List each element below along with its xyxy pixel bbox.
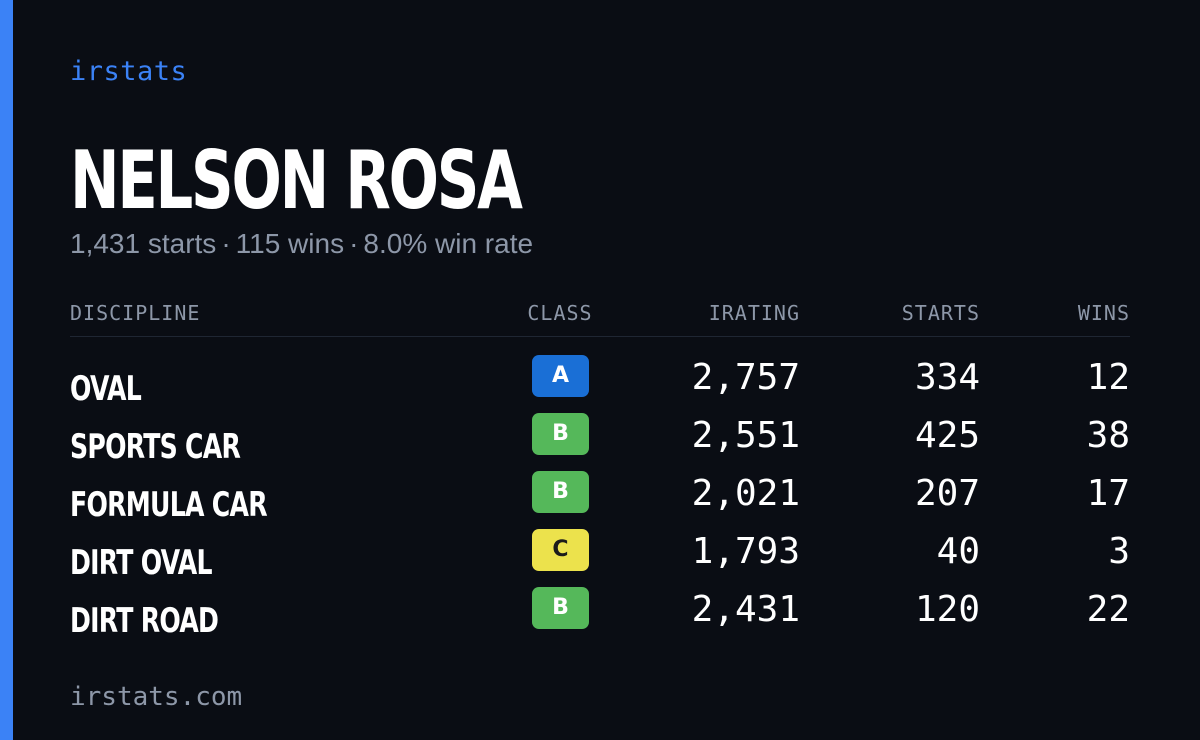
table-header: DISCIPLINE CLASS IRATING STARTS WINS <box>70 296 1130 337</box>
driver-summary: 1,431 starts · 115 wins · 8.0% win rate <box>70 226 533 262</box>
wins-summary: 115 wins <box>235 228 345 259</box>
table-body: OVAL A 2,757 334 12 SPORTS CAR B 2,551 4… <box>70 337 1130 645</box>
wins-value: 38 <box>1086 415 1130 456</box>
table-row: SPORTS CAR B 2,551 425 38 <box>70 413 1130 471</box>
win-rate-summary: 8.0% win rate <box>363 228 534 259</box>
starts-value: 207 <box>914 473 980 514</box>
starts-value: 40 <box>936 531 980 572</box>
table-row: FORMULA CAR B 2,021 207 17 <box>70 471 1130 529</box>
header-discipline: DISCIPLINE <box>70 301 201 325</box>
discipline-stats-table: DISCIPLINE CLASS IRATING STARTS WINS OVA… <box>70 296 1130 645</box>
wins-value: 12 <box>1086 357 1130 398</box>
license-class-badge: A <box>532 355 589 397</box>
driver-name: NELSON ROSA <box>70 134 523 227</box>
starts-value: 334 <box>914 357 980 398</box>
starts-value: 425 <box>914 415 980 456</box>
wins-value: 3 <box>1108 531 1130 572</box>
license-class-badge: B <box>532 471 589 513</box>
irating-value: 1,793 <box>691 531 800 572</box>
header-class: CLASS <box>527 301 593 325</box>
irating-value: 2,551 <box>691 415 800 456</box>
discipline-name: OVAL <box>70 369 142 409</box>
wins-value: 17 <box>1086 473 1130 514</box>
table-row: DIRT OVAL C 1,793 40 3 <box>70 529 1130 587</box>
irating-value: 2,021 <box>691 473 800 514</box>
summary-separator: · <box>221 228 231 259</box>
discipline-name: SPORTS CAR <box>70 427 241 467</box>
footer-url: irstats.com <box>70 682 243 712</box>
brand-logo-text: irstats <box>70 56 188 87</box>
accent-bar <box>0 0 13 740</box>
discipline-name: DIRT ROAD <box>70 601 219 641</box>
irating-value: 2,431 <box>691 589 800 630</box>
table-row: DIRT ROAD B 2,431 120 22 <box>70 587 1130 645</box>
header-irating: IRATING <box>708 301 800 325</box>
license-class-badge: C <box>532 529 589 571</box>
starts-value: 120 <box>914 589 980 630</box>
discipline-name: DIRT OVAL <box>70 543 212 583</box>
license-class-badge: B <box>532 587 589 629</box>
starts-summary: 1,431 starts <box>70 228 217 259</box>
header-wins: WINS <box>1077 301 1130 325</box>
summary-separator: · <box>349 228 359 259</box>
discipline-name: FORMULA CAR <box>70 485 268 525</box>
license-class-badge: B <box>532 413 589 455</box>
irating-value: 2,757 <box>691 357 800 398</box>
table-row: OVAL A 2,757 334 12 <box>70 355 1130 413</box>
wins-value: 22 <box>1086 589 1130 630</box>
header-starts: STARTS <box>901 301 980 325</box>
